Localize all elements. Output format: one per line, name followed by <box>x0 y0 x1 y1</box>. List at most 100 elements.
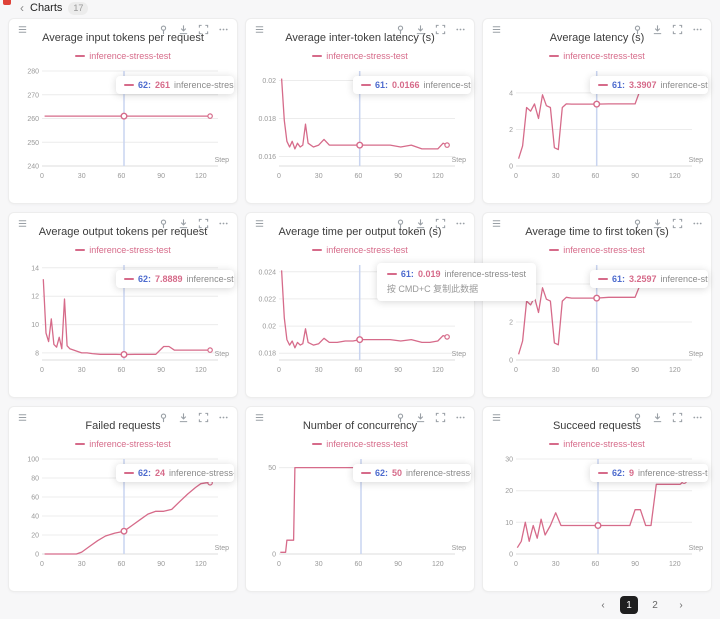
drag-handle-icon[interactable] <box>254 218 265 229</box>
chart-tooltip: 61: 0.0166 inference-stress-test <box>353 76 471 94</box>
chart-legend[interactable]: inference-stress-test <box>9 245 237 255</box>
download-icon[interactable] <box>652 24 663 35</box>
more-icon[interactable] <box>455 412 466 423</box>
drag-handle-icon[interactable] <box>491 24 502 35</box>
tooltip-step: 62: <box>138 274 152 284</box>
chart-card[interactable]: Succeed requests inference-stress-test 0… <box>482 406 712 592</box>
chart-toolbar <box>17 24 229 35</box>
pin-icon[interactable] <box>395 412 406 423</box>
svg-text:Step: Step <box>689 351 704 358</box>
drag-handle-icon[interactable] <box>17 218 28 229</box>
fullscreen-icon[interactable] <box>435 412 446 423</box>
more-icon[interactable] <box>692 412 703 423</box>
svg-text:30: 30 <box>78 561 86 568</box>
download-icon[interactable] <box>415 412 426 423</box>
tooltip-copy-hint: 按 CMD+C 复制此数据 <box>386 284 479 294</box>
chart-plot[interactable]: 0 20 40 60 80 100 0 30 60 90 120 Step <box>9 453 237 569</box>
fullscreen-icon[interactable] <box>198 24 209 35</box>
download-icon[interactable] <box>652 218 663 229</box>
pin-icon[interactable] <box>632 412 643 423</box>
svg-text:0: 0 <box>514 173 518 180</box>
legend-line-icon <box>75 249 86 251</box>
pin-icon[interactable] <box>395 24 406 35</box>
drag-handle-icon[interactable] <box>17 412 28 423</box>
fullscreen-icon[interactable] <box>672 24 683 35</box>
svg-text:Step: Step <box>452 545 467 552</box>
fullscreen-icon[interactable] <box>198 218 209 229</box>
chart-card[interactable]: Average input tokens per request inferen… <box>8 18 238 204</box>
page-button-2[interactable]: 2 <box>646 596 664 614</box>
more-icon[interactable] <box>218 412 229 423</box>
chart-card[interactable]: Average time per output token (s) infere… <box>245 212 536 398</box>
svg-text:0: 0 <box>40 367 44 374</box>
chart-plot[interactable]: 0 10 20 30 0 30 60 90 120 Step <box>483 453 711 569</box>
pin-icon[interactable] <box>158 412 169 423</box>
back-chevron-icon[interactable]: ‹ <box>20 1 24 15</box>
more-icon[interactable] <box>455 24 466 35</box>
chart-card[interactable]: Failed requests inference-stress-test 0 2… <box>8 406 238 592</box>
svg-text:0: 0 <box>509 164 513 171</box>
chart-card[interactable]: Average output tokens per request infere… <box>8 212 238 398</box>
chart-legend[interactable]: inference-stress-test <box>246 439 474 449</box>
more-icon[interactable] <box>692 24 703 35</box>
chart-card[interactable]: Average time to first token (s) inferenc… <box>482 212 712 398</box>
chart-legend[interactable]: inference-stress-test <box>9 439 237 449</box>
download-icon[interactable] <box>652 412 663 423</box>
drag-handle-icon[interactable] <box>491 412 502 423</box>
chart-tooltip: 61: 3.3907 inference-stress-test <box>590 76 708 94</box>
more-icon[interactable] <box>692 218 703 229</box>
more-icon[interactable] <box>455 218 466 229</box>
chart-card[interactable]: Average latency (s) inference-stress-tes… <box>482 18 712 204</box>
fullscreen-icon[interactable] <box>435 218 446 229</box>
download-icon[interactable] <box>178 412 189 423</box>
fullscreen-icon[interactable] <box>672 218 683 229</box>
page-button-1[interactable]: 1 <box>620 596 638 614</box>
fullscreen-icon[interactable] <box>435 24 446 35</box>
chart-card[interactable]: Average inter-token latency (s) inferenc… <box>245 18 475 204</box>
tooltip-series-name: inference-stress-test <box>638 468 708 478</box>
drag-handle-icon[interactable] <box>254 24 265 35</box>
chart-plot[interactable]: 240 250 260 270 280 0 30 60 90 120 Step <box>9 65 237 181</box>
svg-text:50: 50 <box>268 465 276 472</box>
pin-icon[interactable] <box>632 24 643 35</box>
tooltip-value: 9 <box>629 468 635 478</box>
chart-legend[interactable]: inference-stress-test <box>483 245 711 255</box>
more-icon[interactable] <box>218 24 229 35</box>
chart-plot[interactable]: 8 10 12 14 0 30 60 90 120 Step <box>9 259 237 375</box>
next-page-button[interactable]: › <box>672 596 690 614</box>
pin-icon[interactable] <box>395 218 406 229</box>
more-icon[interactable] <box>218 218 229 229</box>
drag-handle-icon[interactable] <box>491 218 502 229</box>
download-icon[interactable] <box>178 24 189 35</box>
pin-icon[interactable] <box>158 24 169 35</box>
svg-text:270: 270 <box>27 92 39 99</box>
chart-count-badge: 17 <box>68 1 89 15</box>
download-icon[interactable] <box>415 218 426 229</box>
tooltip-value: 261 <box>155 80 171 90</box>
tooltip-step: 62: <box>138 80 152 90</box>
drag-handle-icon[interactable] <box>17 24 28 35</box>
prev-page-button[interactable]: ‹ <box>594 596 612 614</box>
svg-text:0.016: 0.016 <box>258 154 276 161</box>
tooltip-series-name: inference-stress-test <box>174 80 234 90</box>
svg-text:Step: Step <box>215 545 230 552</box>
legend-label: inference-stress-test <box>326 439 408 449</box>
legend-label: inference-stress-test <box>326 51 408 61</box>
pin-icon[interactable] <box>158 218 169 229</box>
download-icon[interactable] <box>415 24 426 35</box>
chart-card[interactable]: Number of concurrency inference-stress-t… <box>245 406 475 592</box>
pin-icon[interactable] <box>632 218 643 229</box>
tooltip-series-line-icon <box>124 278 134 280</box>
chart-legend[interactable]: inference-stress-test <box>483 51 711 61</box>
chart-legend[interactable]: inference-stress-test <box>9 51 237 61</box>
fullscreen-icon[interactable] <box>672 412 683 423</box>
legend-label: inference-stress-test <box>89 245 171 255</box>
download-icon[interactable] <box>178 218 189 229</box>
chart-legend[interactable]: inference-stress-test <box>246 245 474 255</box>
chart-legend[interactable]: inference-stress-test <box>483 439 711 449</box>
drag-handle-icon[interactable] <box>254 412 265 423</box>
page-title: Charts <box>30 2 63 14</box>
svg-text:90: 90 <box>394 173 402 180</box>
chart-legend[interactable]: inference-stress-test <box>246 51 474 61</box>
fullscreen-icon[interactable] <box>198 412 209 423</box>
